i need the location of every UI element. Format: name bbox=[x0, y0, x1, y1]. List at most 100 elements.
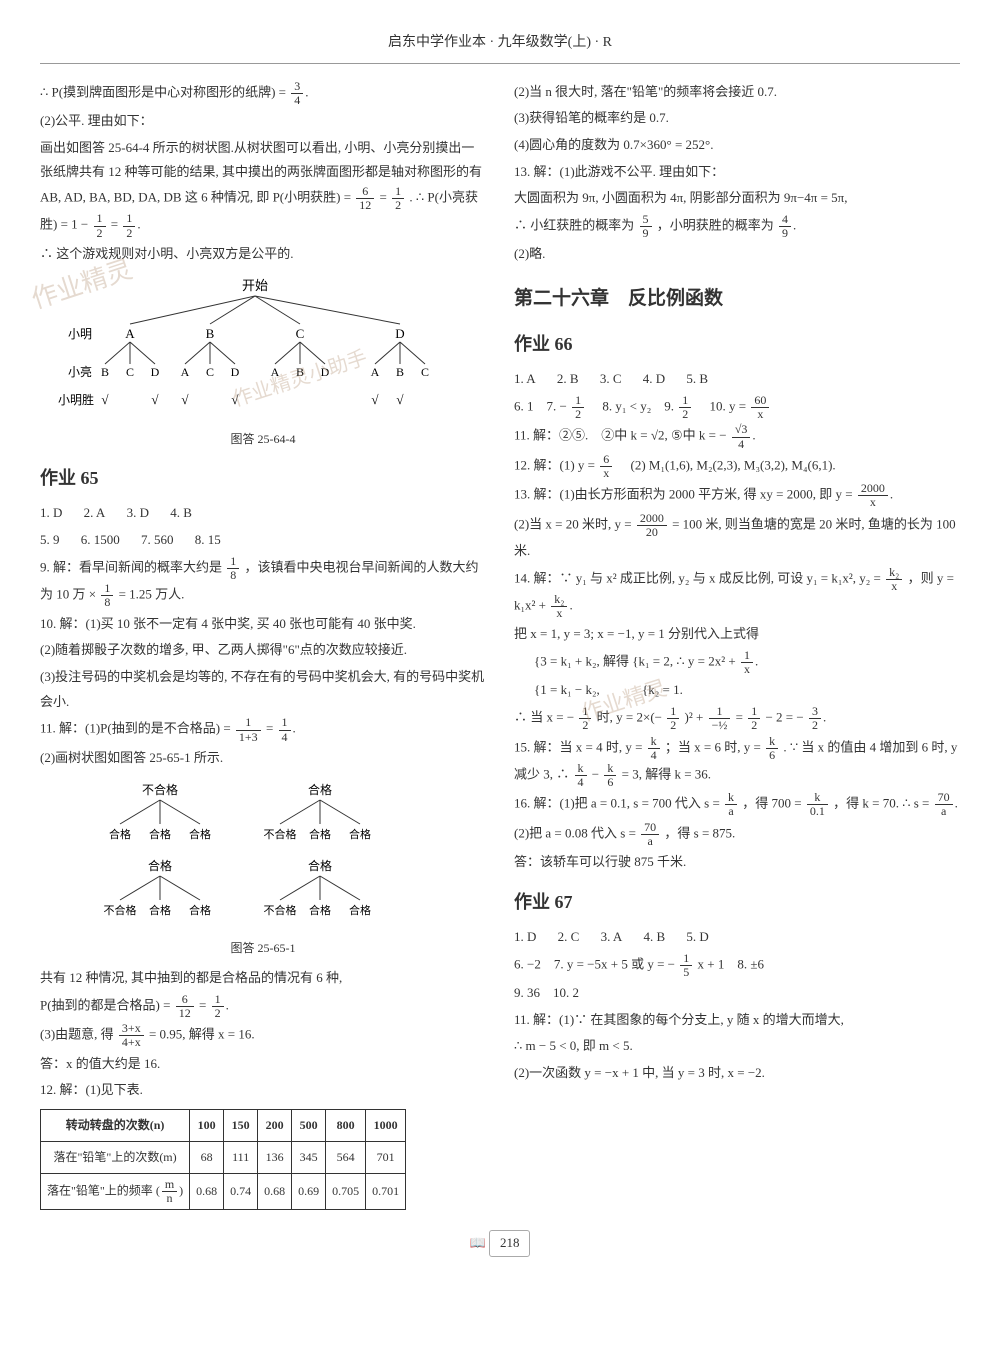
text: 13. 解：(1)此游戏不公平. 理由如下： bbox=[514, 160, 960, 185]
text: 11. 解：(1)P(抽到的是不合格品) = 11+3 = 14. bbox=[40, 716, 486, 743]
svg-text:合格: 合格 bbox=[308, 782, 332, 797]
frac-num: 1 bbox=[227, 555, 239, 569]
text: 9. 解：看早间新闻的概率大约是 bbox=[40, 560, 225, 575]
svg-text:不合格: 不合格 bbox=[264, 903, 297, 917]
frac-den: 9 bbox=[779, 227, 791, 240]
text: {3 = k₁ + k₂, 解得 {k₁ = 2, ∴ y = 2x² + 1x… bbox=[514, 649, 960, 676]
td: 落在"铅笔"上的次数(m) bbox=[41, 1141, 190, 1173]
td: 68 bbox=[190, 1141, 224, 1173]
frac-den: a bbox=[641, 835, 659, 848]
text: 画出如图答 25-64-4 所示的树状图.从树状图可以看出, 小明、小亮分别摸出… bbox=[40, 136, 486, 240]
svg-text:√: √ bbox=[181, 392, 189, 407]
text: ∴ P(摸到牌面图形是中心对称图形的纸牌) = bbox=[40, 84, 289, 99]
text: )² + bbox=[685, 710, 707, 725]
svg-text:不合格: 不合格 bbox=[264, 827, 297, 841]
frac-den: 2 bbox=[392, 199, 404, 212]
frac-num: k₂ bbox=[551, 593, 567, 607]
svg-text:合格: 合格 bbox=[349, 903, 371, 917]
svg-text:D: D bbox=[231, 365, 240, 379]
text: 16. 解：(1)把 a = 0.1, s = 700 代入 s = bbox=[514, 796, 723, 811]
frac-num: 3 bbox=[809, 705, 821, 719]
text: 10. 解：(1)买 10 张不一定有 4 张中奖, 买 40 张也可能有 40… bbox=[40, 612, 486, 637]
frac-den: x bbox=[751, 408, 769, 421]
text: (2)一次函数 y = −x + 1 中, 当 y = 3 时, x = −2. bbox=[514, 1061, 960, 1086]
svg-text:合格: 合格 bbox=[349, 827, 371, 841]
text: 1 = k₁ − k₂, bbox=[540, 682, 599, 697]
text: 6. 1 7. − 12 8. y₁ < y₂ 9. 12 10. y = 60… bbox=[514, 394, 960, 421]
text: 6. 1 7. − bbox=[514, 399, 567, 414]
text: 16. 解：(1)把 a = 0.1, s = 700 代入 s = ka ，得… bbox=[514, 791, 960, 818]
th: 200 bbox=[258, 1110, 292, 1142]
td: 0.69 bbox=[292, 1173, 326, 1209]
svg-text:B: B bbox=[206, 326, 215, 341]
frac-den: 6 bbox=[604, 776, 616, 789]
text: 答：x 的值大约是 16. bbox=[40, 1052, 486, 1077]
frac-den: a bbox=[725, 805, 737, 818]
text: ∴ P(摸到牌面图形是中心对称图形的纸牌) = 34. bbox=[40, 80, 486, 107]
text: ∴ m − 5 < 0, 即 m < 5. bbox=[514, 1034, 960, 1059]
svg-text:合格: 合格 bbox=[109, 827, 131, 841]
book-icon: 📖 bbox=[470, 1235, 486, 1250]
text: (2)当 x = 20 米时, y = 200020 = 100 米, 则当鱼塘… bbox=[514, 512, 960, 564]
text: (3)投注号码的中奖机会是均等的, 不存在有的号码中奖机会大, 有的号码中奖机会… bbox=[40, 665, 486, 714]
svg-text:C: C bbox=[126, 365, 134, 379]
frac-num: 1 bbox=[741, 649, 753, 663]
text: (3)由题意, 得 3+x4+x = 0.95, 解得 x = 16. bbox=[40, 1022, 486, 1049]
ans: 1. D bbox=[514, 929, 536, 944]
ans: 3. C bbox=[600, 371, 622, 386]
text: (2)把 a = 0.08 代入 s = bbox=[514, 825, 639, 840]
td: 0.705 bbox=[326, 1173, 366, 1209]
th: 转动转盘的次数(n) bbox=[41, 1110, 190, 1142]
chapter-title: 第二十六章 反比例函数 bbox=[514, 281, 960, 317]
text: 8. y₁ < y₂ 9. bbox=[589, 399, 677, 414]
ans: 3. D bbox=[127, 505, 149, 520]
text: 13. 解：(1)由长方形面积为 2000 平方米, 得 xy = 2000, … bbox=[514, 482, 960, 509]
svg-text:不合格: 不合格 bbox=[104, 903, 137, 917]
ans: 1. D bbox=[40, 505, 62, 520]
svg-text:合格: 合格 bbox=[148, 858, 172, 873]
frac-num: 3 bbox=[291, 80, 303, 94]
tree-diagram-2: 不合格 合格 合格合格合格不合格合格合格 合格 合格 不合格合格合格不合格合格合… bbox=[40, 780, 486, 960]
frac-num: k bbox=[648, 735, 660, 749]
ans: 6. 1500 bbox=[81, 532, 120, 547]
text: 15. 解：当 x = 4 时, y = k4 ；当 x = 6 时, y = … bbox=[514, 735, 960, 790]
frac-den: 2 bbox=[123, 227, 135, 240]
frac-num: 6 bbox=[176, 993, 194, 1007]
text: 时, y = 2×(− bbox=[597, 710, 662, 725]
frac-num: k bbox=[575, 762, 587, 776]
frac-num: k₂ bbox=[886, 566, 902, 580]
svg-text:小明: 小明 bbox=[68, 327, 92, 341]
text: {1 = k₁ − k₂, {k₂ = 1. bbox=[514, 678, 960, 703]
th: 500 bbox=[292, 1110, 326, 1142]
svg-text:√: √ bbox=[101, 392, 109, 407]
table-row: 转动转盘的次数(n) 100 150 200 500 800 1000 bbox=[41, 1110, 406, 1142]
frac-den: x bbox=[858, 496, 888, 509]
svg-text:B: B bbox=[396, 365, 404, 379]
text: 解得 bbox=[603, 654, 629, 669]
svg-text:不合格: 不合格 bbox=[142, 782, 178, 797]
frac-num: 2000 bbox=[637, 512, 667, 526]
frac-num: 3+x bbox=[119, 1022, 144, 1036]
frac-num: 60 bbox=[751, 394, 769, 408]
table-row: 落在"铅笔"上的频率 (mn) 0.68 0.74 0.68 0.69 0.70… bbox=[41, 1173, 406, 1209]
frac-num: 2000 bbox=[858, 482, 888, 496]
text: = 0.95, 解得 x = 16. bbox=[149, 1027, 255, 1042]
frac-num: 1 bbox=[667, 705, 679, 719]
frac-num: 1 bbox=[748, 705, 760, 719]
ans: 2. C bbox=[558, 929, 580, 944]
frac-den: x bbox=[551, 607, 567, 620]
page-number: 📖 218 bbox=[40, 1230, 960, 1257]
text: 3 = k₁ + k₂, bbox=[540, 654, 599, 669]
ans: 5. D bbox=[686, 929, 708, 944]
frac-den: 4 bbox=[648, 749, 660, 762]
frac-den: n bbox=[162, 1192, 177, 1205]
text: = bbox=[380, 190, 391, 205]
svg-text:小明胜: 小明胜 bbox=[58, 392, 94, 407]
text: = bbox=[266, 721, 277, 736]
text: 13. 解：(1)由长方形面积为 2000 平方米, 得 xy = 2000, … bbox=[514, 487, 856, 502]
text: ∴ 小红获胜的概率为 bbox=[514, 218, 638, 233]
frac-den: 12 bbox=[356, 199, 374, 212]
text: k₂ = 1. bbox=[648, 682, 683, 697]
svg-text:C: C bbox=[206, 365, 214, 379]
text: k₁ = 2, bbox=[639, 654, 674, 669]
